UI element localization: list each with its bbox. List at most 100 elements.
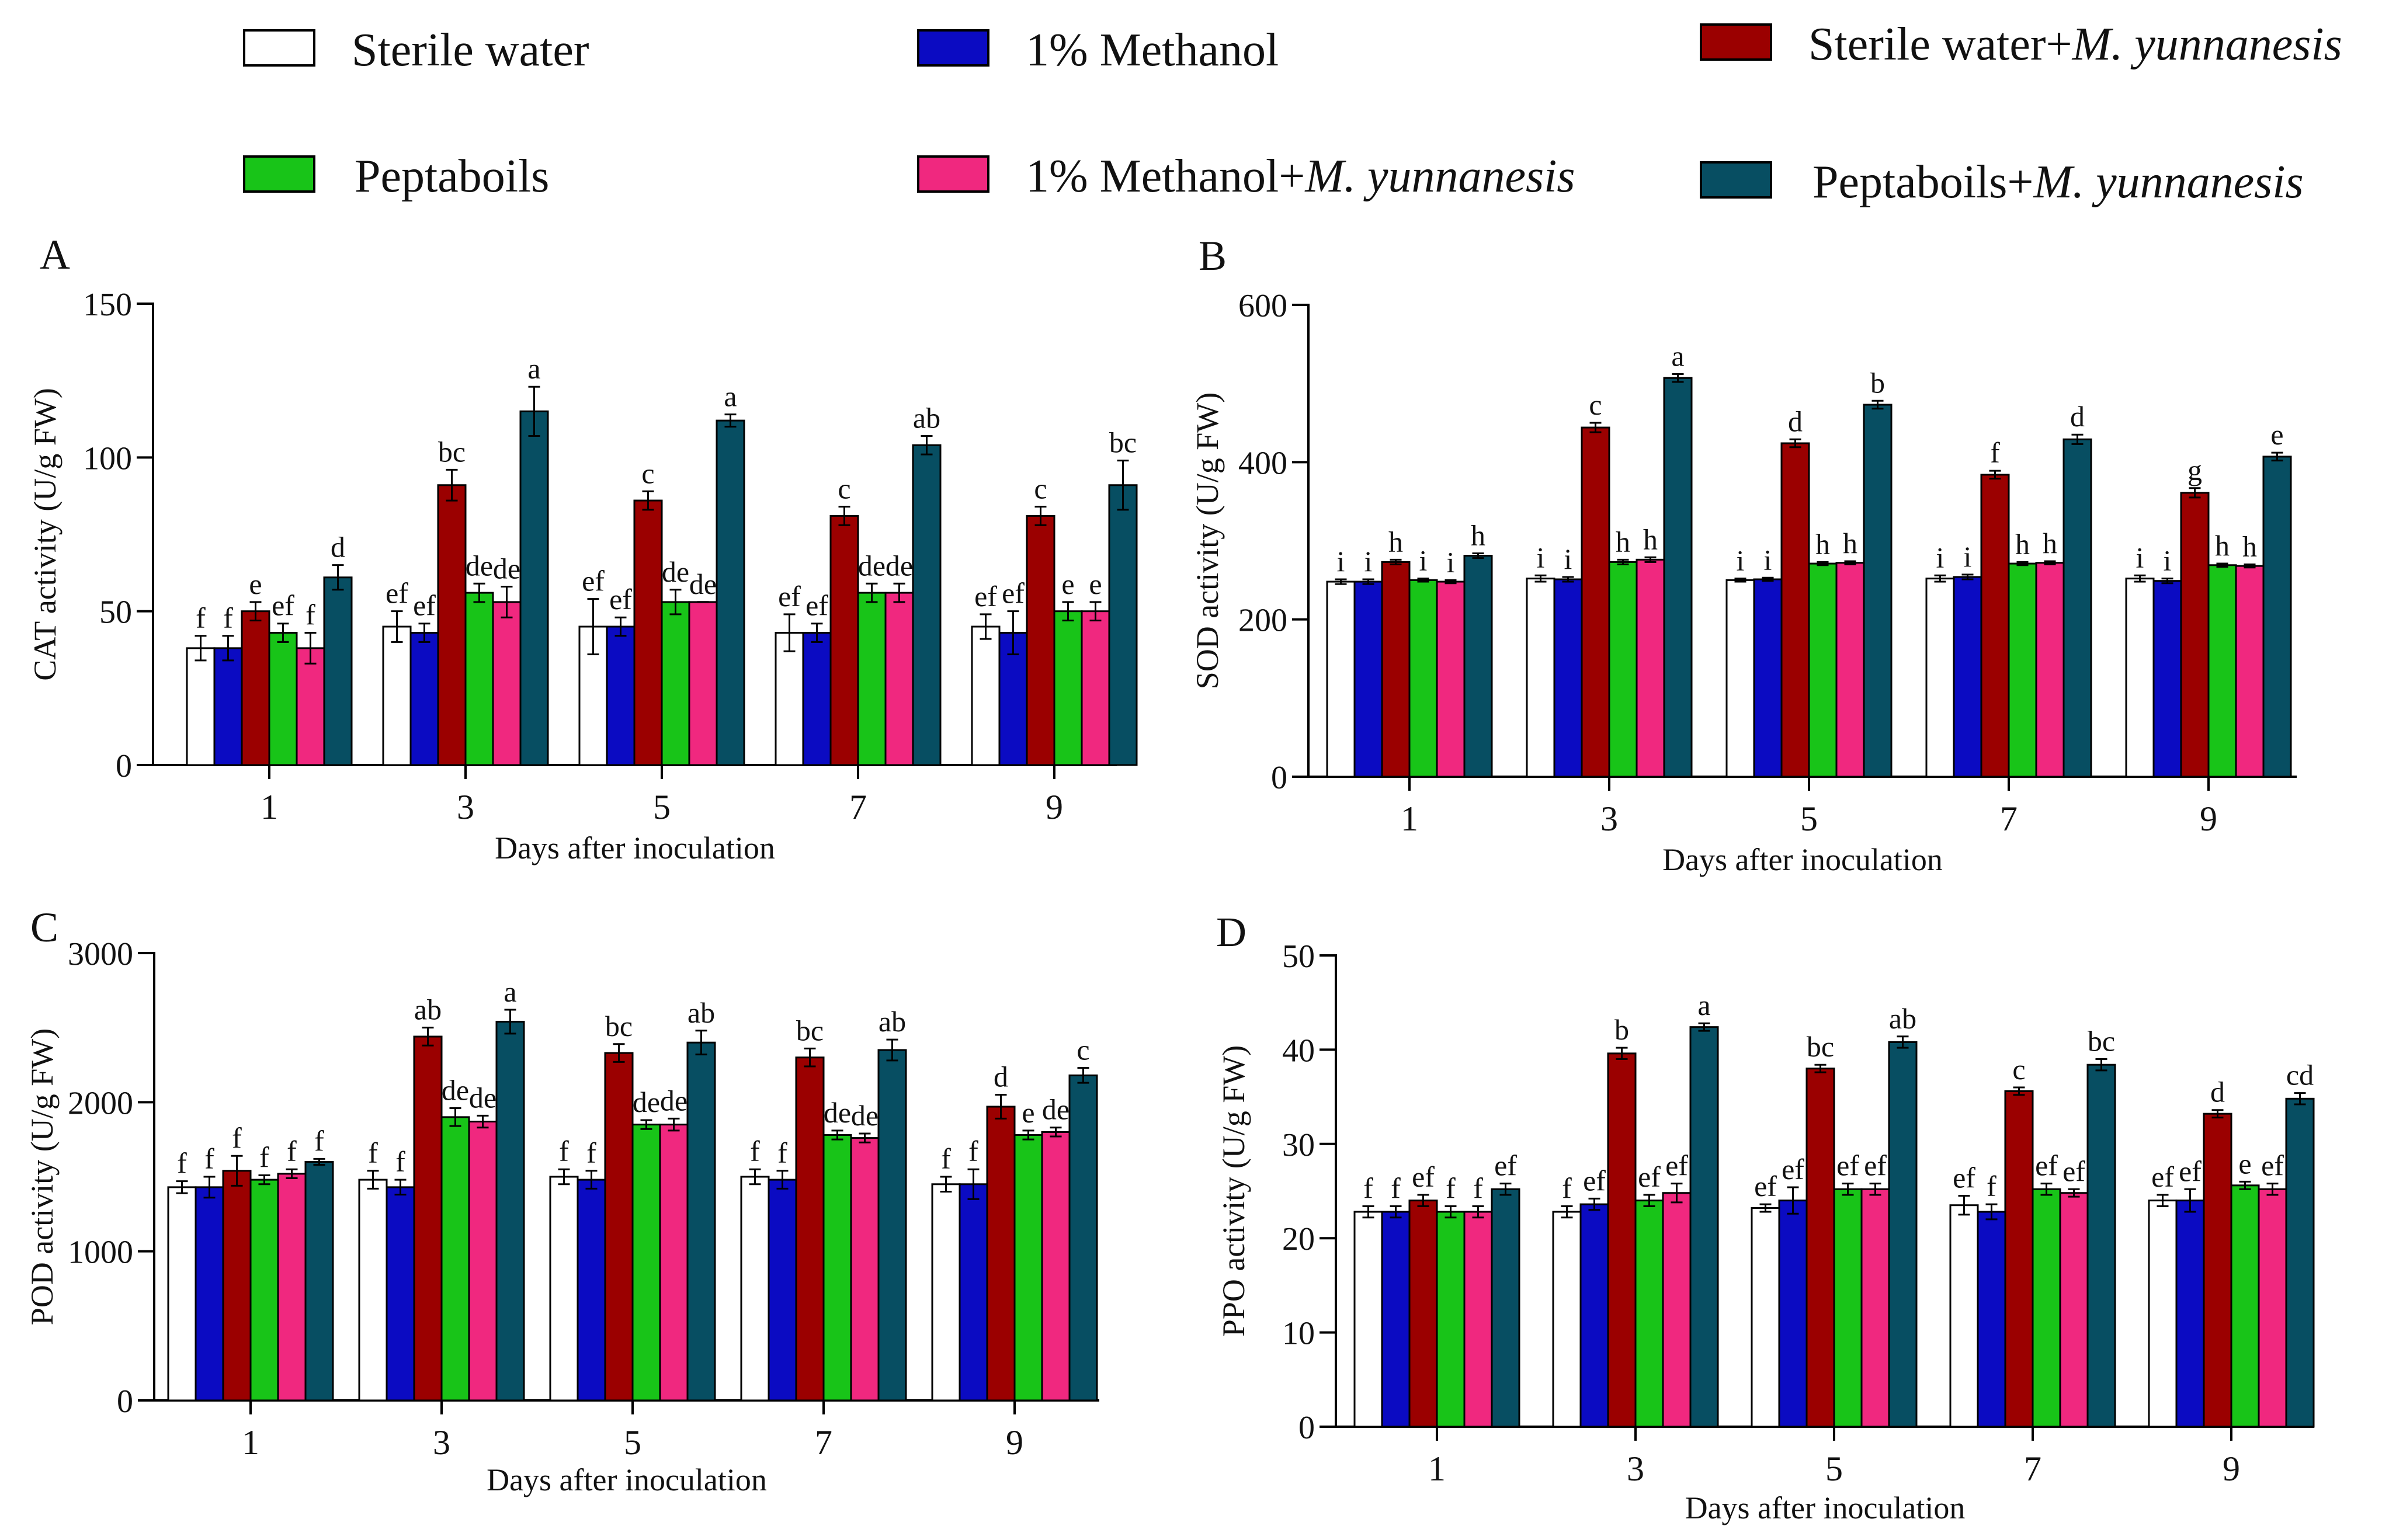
significance-letter: a <box>527 352 540 385</box>
x-tick-label: 5 <box>1825 1449 1843 1488</box>
significance-letter: ef <box>2261 1149 2284 1182</box>
significance-letter: e <box>1061 568 1074 600</box>
bar-sw-day-7 <box>740 1176 770 1402</box>
bar-pem-day-9 <box>1108 484 1138 766</box>
significance-letter: ef <box>1836 1149 1859 1182</box>
legend-item-pem: Peptaboils+M. yunnanesis <box>1700 157 2304 208</box>
y-tick-label: 200 <box>1238 603 1287 639</box>
bar-swm-day-9 <box>1026 515 1055 766</box>
bar-swm-day-3 <box>413 1035 443 1402</box>
significance-letter: bc <box>1807 1030 1834 1063</box>
bar-pem-day-9 <box>2262 456 2292 778</box>
y-tick-label: 0 <box>1271 760 1287 796</box>
x-tick-label: 3 <box>457 788 474 826</box>
significance-letter: g <box>2187 454 2202 486</box>
legend-species-text: M. yunnanesis <box>2072 19 2342 70</box>
bar-swm-day-7 <box>1980 474 2010 778</box>
significance-letter: h <box>2215 529 2230 562</box>
significance-letter: f <box>1562 1171 1572 1204</box>
significance-letter: bc <box>796 1014 824 1047</box>
significance-letter: a <box>504 975 516 1008</box>
legend-swatch-pe <box>243 155 315 193</box>
bar-sw-day-7 <box>1949 1204 1979 1428</box>
bar-sw-day-3 <box>1552 1211 1582 1428</box>
bar-pe-day-1 <box>1408 579 1438 778</box>
legend-swatch-pem <box>1700 161 1772 199</box>
bar-sw-day-9 <box>931 1183 961 1402</box>
bar-pe-day-5 <box>631 1124 661 1402</box>
significance-letter: h <box>2043 527 2057 559</box>
bar-mem-day-7 <box>884 592 914 766</box>
bar-me-day-7 <box>768 1179 797 1402</box>
legend: Sterile water 1% Methanol Sterile water+M.… <box>243 19 2342 208</box>
bar-pe-day-7 <box>822 1134 852 1402</box>
y-tick-label: 10 <box>1282 1316 1315 1352</box>
significance-letter: ef <box>1953 1162 1975 1194</box>
bar-pe-day-1 <box>1436 1211 1466 1428</box>
bar-pem-day-3 <box>519 410 549 766</box>
bar-sw-day-1 <box>186 647 216 766</box>
y-axis-title: CAT activity (U/g FW) <box>27 388 62 680</box>
bar-pem-day-7 <box>877 1049 907 1402</box>
significance-letter: de <box>851 1099 879 1132</box>
significance-letter: i <box>1964 540 1972 573</box>
x-tick-label: 9 <box>1006 1423 1023 1462</box>
bar-mem-day-5 <box>1835 562 1865 778</box>
x-axis-title: Days after inoculation <box>495 830 775 865</box>
significance-letter: ef <box>778 580 801 613</box>
significance-letter: d <box>2070 400 2085 433</box>
legend-swatch-me <box>917 29 989 67</box>
significance-letter: c <box>1589 388 1602 421</box>
bar-swm-day-3 <box>1581 426 1610 778</box>
legend-swatch-swm <box>1700 23 1772 61</box>
significance-letter: ef <box>1665 1149 1688 1182</box>
significance-letter: bc <box>1109 426 1137 459</box>
significance-letter: f <box>750 1135 760 1167</box>
bar-mem-day-1 <box>1436 580 1466 778</box>
y-tick-label: 20 <box>1282 1221 1315 1257</box>
bar-swm-day-5 <box>633 499 663 766</box>
significance-letter: f <box>1473 1171 1483 1204</box>
bar-mem-day-3 <box>1636 558 1665 778</box>
y-axis-title: SOD activity (U/g FW) <box>1190 392 1225 689</box>
bar-pe-day-7 <box>2032 1188 2061 1428</box>
bar-sw-day-9 <box>971 625 1001 766</box>
significance-letter: de <box>442 1074 469 1107</box>
bar-pem-day-1 <box>304 1160 334 1402</box>
bar-pem-day-1 <box>1491 1188 1520 1428</box>
bar-pem-day-7 <box>912 444 942 766</box>
significance-letter: f <box>586 1136 596 1169</box>
significance-letter: i <box>1564 543 1572 575</box>
bar-swm-day-7 <box>795 1056 825 1402</box>
bar-mem-day-1 <box>296 647 325 766</box>
bar-me-day-5 <box>606 625 636 766</box>
bar-sw-day-9 <box>2125 578 2155 778</box>
bar-swm-day-9 <box>2203 1113 2232 1428</box>
bar-me-day-5 <box>1753 578 1783 778</box>
significance-letter: i <box>1537 541 1545 573</box>
bar-swm-day-9 <box>2180 492 2210 778</box>
bar-sw-day-1 <box>167 1186 197 1402</box>
significance-letter: f <box>305 599 315 631</box>
bar-pe-day-5 <box>1833 1188 1863 1428</box>
legend-item-sw: Sterile water <box>243 25 589 76</box>
significance-letter: f <box>559 1135 569 1167</box>
bar-pem-day-5 <box>686 1041 716 1402</box>
significance-letter: h <box>1471 519 1485 552</box>
bar-sw-day-3 <box>382 625 412 766</box>
bar-sw-day-5 <box>1751 1207 1780 1428</box>
significance-letter: de <box>633 1086 660 1118</box>
significance-letter: f <box>1987 1170 1996 1202</box>
significance-letter: a <box>724 380 737 413</box>
significance-letter: de <box>1042 1093 1070 1126</box>
bar-mem-day-3 <box>492 601 522 766</box>
significance-letter: f <box>204 1142 214 1175</box>
bar-pe-day-1 <box>249 1179 279 1402</box>
x-tick-label: 9 <box>2223 1449 2240 1488</box>
x-tick-label: 7 <box>2000 799 2018 838</box>
bar-pe-day-3 <box>1608 561 1638 778</box>
significance-letter: ef <box>2179 1155 2202 1187</box>
significance-letter: bc <box>438 435 466 468</box>
y-axis-title: PPO activity (U/g FW) <box>1216 1045 1251 1337</box>
y-tick-label: 40 <box>1282 1033 1315 1069</box>
